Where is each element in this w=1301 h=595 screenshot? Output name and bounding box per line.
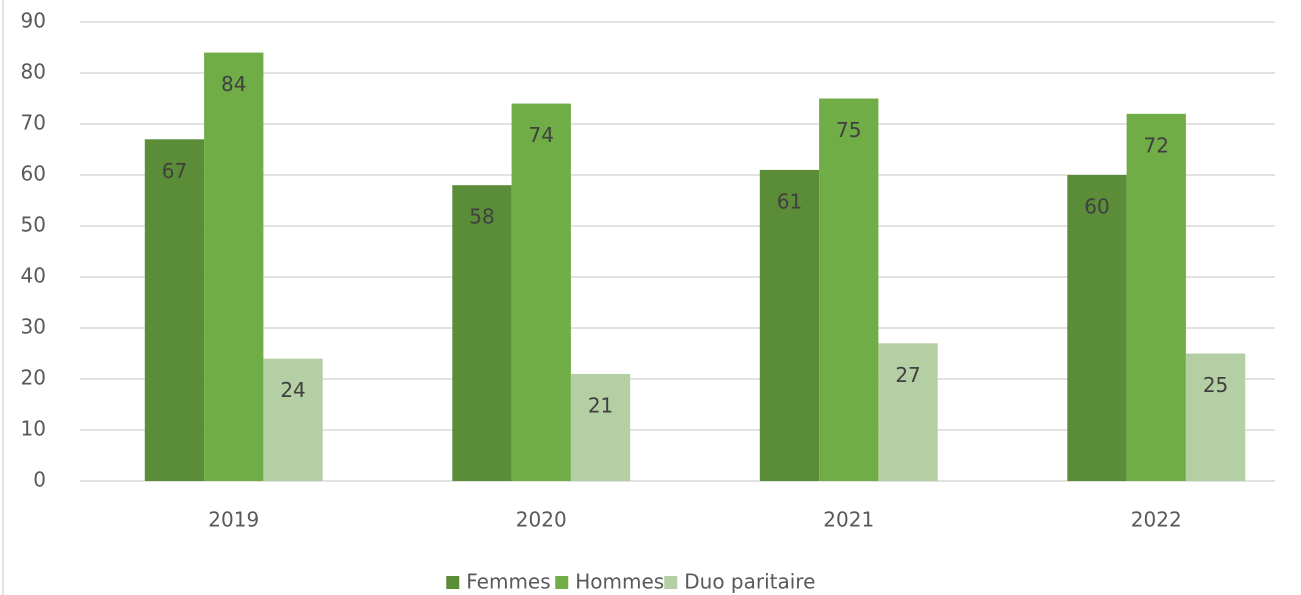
data-label: 58	[469, 205, 494, 229]
bar	[1067, 175, 1127, 481]
data-label: 24	[280, 378, 305, 402]
y-tick-label: 10	[21, 417, 46, 441]
data-label: 61	[777, 189, 802, 213]
data-label: 84	[221, 72, 246, 96]
y-tick-label: 60	[21, 162, 46, 186]
bar	[1185, 353, 1246, 481]
y-tick-label: 80	[21, 60, 46, 84]
y-tick-label: 90	[21, 9, 46, 33]
bar	[1126, 113, 1186, 482]
y-tick-label: 50	[21, 213, 46, 237]
legend-label: Duo paritaire	[684, 570, 815, 594]
data-label: 74	[529, 123, 554, 147]
legend-label: Femmes	[466, 570, 550, 594]
bar	[759, 169, 820, 481]
data-label: 27	[895, 363, 920, 387]
bar	[819, 98, 879, 481]
bar	[204, 52, 264, 481]
bar	[878, 343, 938, 481]
data-label: 75	[836, 118, 861, 142]
bar	[511, 103, 571, 481]
data-label: 60	[1084, 195, 1109, 219]
legend-label: Hommes	[575, 570, 664, 594]
data-label: 25	[1203, 373, 1228, 397]
y-tick-label: 40	[21, 264, 46, 288]
bar	[570, 373, 631, 481]
data-label: 21	[588, 393, 613, 417]
legend-swatch	[664, 576, 678, 589]
y-tick-label: 20	[21, 366, 46, 390]
x-tick-label: 2021	[823, 508, 874, 532]
y-tick-label: 0	[33, 468, 46, 492]
x-tick-label: 2019	[208, 508, 259, 532]
data-label: 72	[1144, 133, 1169, 157]
bar	[263, 358, 323, 481]
x-tick-label: 2022	[1131, 508, 1182, 532]
legend-swatch	[555, 576, 569, 589]
legend-swatch	[446, 576, 460, 589]
x-tick-label: 2020	[516, 508, 567, 532]
bar	[144, 139, 205, 482]
y-tick-label: 30	[21, 315, 46, 339]
data-label: 67	[162, 159, 187, 183]
y-tick-label: 70	[21, 111, 46, 135]
bar	[452, 185, 512, 481]
